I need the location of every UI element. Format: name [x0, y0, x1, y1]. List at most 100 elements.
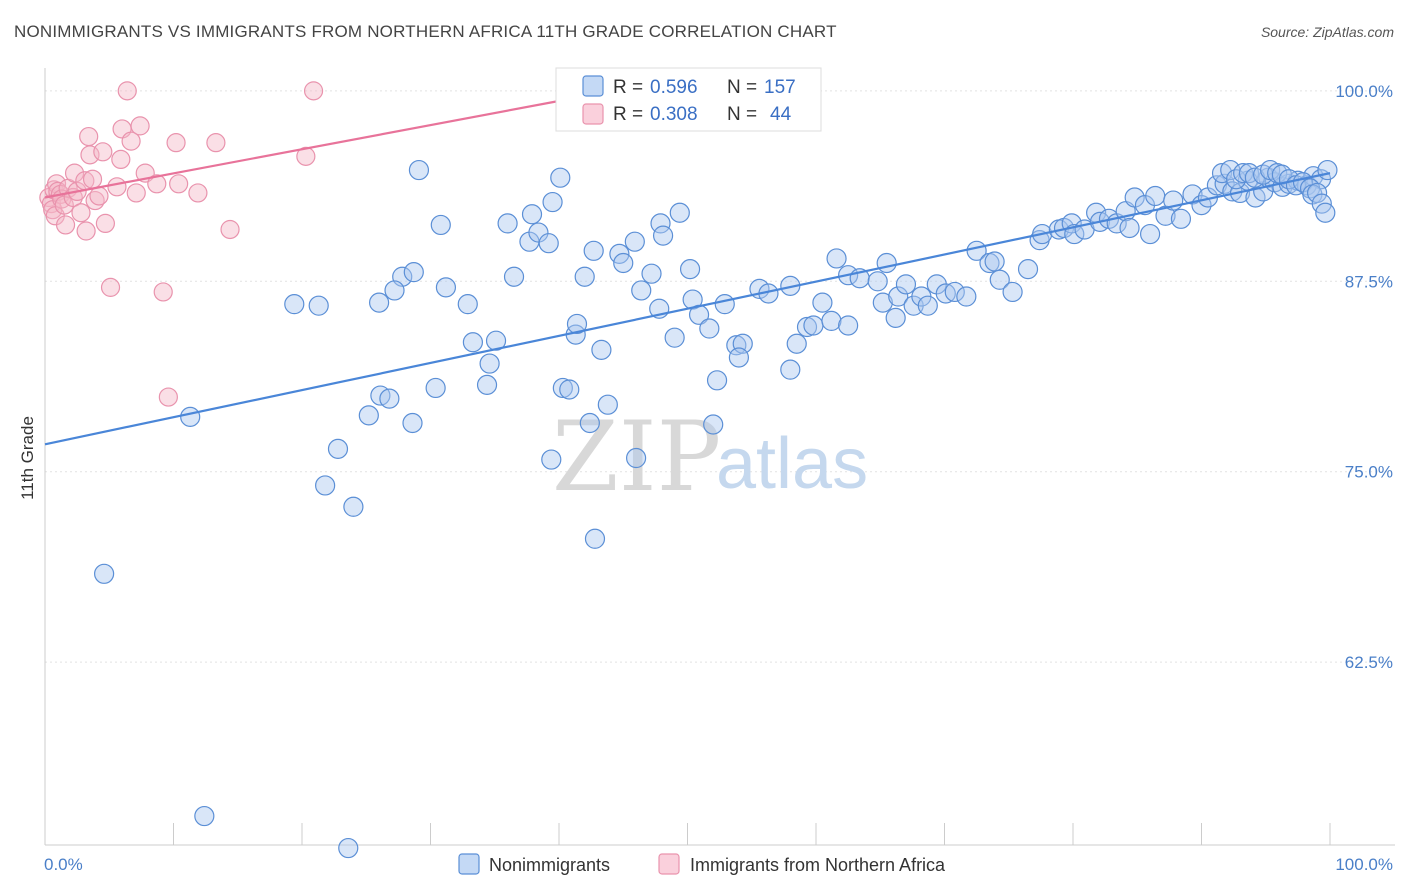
- trend-lines: [44, 98, 1331, 446]
- data-point: [82, 169, 103, 189]
- data-point: [682, 289, 703, 310]
- data-point: [1145, 185, 1166, 207]
- data-point: [944, 281, 965, 303]
- data-point: [521, 204, 543, 225]
- legend-n-value: 157: [764, 77, 796, 98]
- data-point: [699, 318, 720, 339]
- data-point: [130, 116, 150, 136]
- data-point: [1139, 223, 1161, 245]
- x-tick-labels: 0.0% 100.0%: [44, 855, 1393, 874]
- data-point: [46, 174, 67, 194]
- data-point: [838, 315, 859, 336]
- legend-label-nonimmigrants: Nonimmigrants: [489, 855, 610, 875]
- data-point: [541, 449, 562, 470]
- data-point: [425, 377, 446, 399]
- data-point: [111, 149, 131, 170]
- data-point: [780, 359, 801, 380]
- data-point: [552, 377, 573, 399]
- data-point: [885, 307, 906, 328]
- data-point: [402, 412, 423, 434]
- data-point: [384, 280, 405, 301]
- data-point: [284, 294, 305, 315]
- data-point: [1317, 159, 1338, 181]
- data-point: [64, 163, 85, 183]
- data-point: [574, 266, 595, 287]
- legend-r-value: 0.308: [650, 104, 698, 125]
- data-point: [652, 225, 674, 246]
- data-point: [624, 231, 645, 252]
- data-point: [956, 286, 977, 307]
- y-axis-label: 11th Grade: [18, 416, 37, 500]
- data-point: [528, 222, 549, 243]
- data-point: [591, 339, 612, 360]
- data-point: [786, 333, 807, 354]
- data-point: [308, 295, 329, 316]
- data-point: [430, 214, 451, 236]
- legend-swatch-immigrants: [582, 103, 604, 125]
- data-point: [95, 213, 115, 233]
- data-point: [220, 219, 240, 240]
- data-point: [803, 315, 824, 336]
- data-point: [703, 414, 724, 435]
- data-point: [584, 528, 606, 549]
- data-point: [888, 286, 909, 307]
- data-point: [206, 133, 226, 153]
- data-point: [579, 412, 600, 434]
- data-point: [503, 266, 525, 287]
- data-point: [669, 202, 690, 223]
- data-point: [327, 438, 349, 459]
- data-point: [796, 316, 818, 338]
- legend-swatch-nonimmigrants: [458, 853, 480, 875]
- data-point: [895, 274, 917, 295]
- watermark: ZIP atlas: [552, 401, 868, 513]
- data-point: [728, 347, 750, 368]
- data-point: [194, 805, 215, 827]
- legend-n-value: 44: [770, 104, 792, 125]
- data-point: [559, 379, 580, 400]
- data-point: [1064, 223, 1085, 245]
- data-point: [94, 563, 115, 584]
- data-point: [180, 406, 201, 427]
- data-point: [457, 294, 478, 315]
- x-tick-label: 0.0%: [44, 855, 83, 874]
- data-point: [1002, 281, 1023, 303]
- data-point: [826, 248, 847, 269]
- y-tick-labels: 100.0% 87.5% 75.0% 62.5%: [1335, 82, 1393, 672]
- data-point: [917, 295, 938, 316]
- data-point: [55, 215, 76, 235]
- legend-label-immigrants: Immigrants from Northern Africa: [690, 855, 946, 875]
- data-point: [71, 203, 91, 223]
- data-point: [872, 292, 893, 313]
- data-point: [315, 475, 336, 496]
- data-point: [550, 167, 571, 188]
- data-point: [379, 388, 400, 409]
- data-point: [984, 251, 1005, 272]
- data-point: [706, 370, 728, 391]
- data-point: [625, 447, 647, 469]
- data-point: [435, 277, 457, 298]
- series-nonimmigrants: [94, 159, 1338, 859]
- legend-n-label: N =: [727, 77, 757, 98]
- data-point: [631, 280, 652, 301]
- data-point: [1119, 217, 1140, 239]
- legend-stats: R = 0.596 N = 157 R = 0.308 N = 44: [555, 67, 822, 132]
- data-point: [1306, 182, 1328, 204]
- data-point: [126, 183, 146, 203]
- watermark-atlas: atlas: [716, 424, 868, 504]
- y-tick-label: 62.5%: [1345, 653, 1393, 672]
- data-point: [989, 269, 1010, 290]
- data-point: [107, 177, 127, 197]
- data-point: [79, 126, 99, 147]
- data-point: [867, 271, 888, 292]
- data-point: [462, 332, 484, 353]
- data-point: [613, 252, 634, 274]
- data-point: [403, 262, 424, 283]
- data-point: [726, 335, 747, 356]
- data-point: [679, 259, 701, 280]
- data-point: [408, 159, 430, 181]
- data-point: [166, 133, 186, 153]
- data-point: [76, 221, 96, 241]
- legend-swatch-immigrants: [658, 853, 680, 875]
- data-point: [1233, 163, 1254, 184]
